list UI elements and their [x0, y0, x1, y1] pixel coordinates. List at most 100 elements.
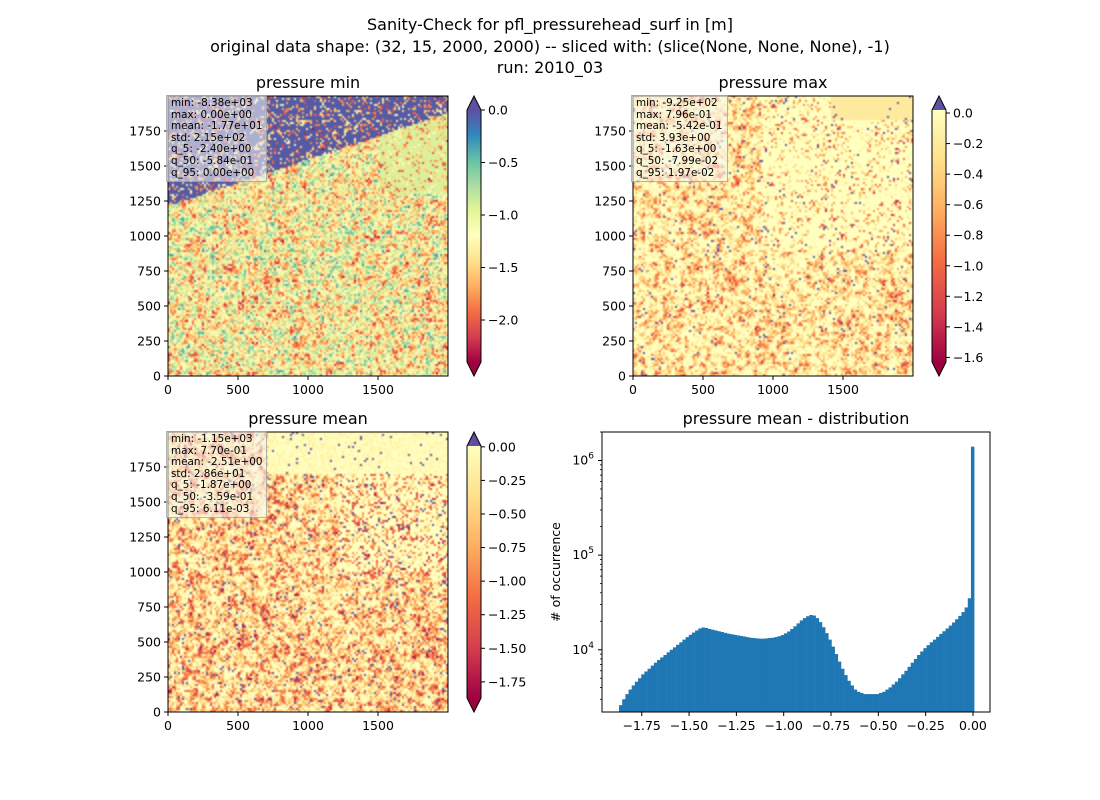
stat-mean: mean: -5.42e-01 — [636, 120, 723, 133]
figure-title-line-1: Sanity-Check for pfl_pressurehead_surf i… — [367, 15, 733, 34]
min-cbar-tick-label: −1.5 — [488, 260, 518, 275]
histogram-bar — [942, 631, 946, 712]
histogram-bar — [879, 692, 883, 712]
max-cbar-tick-label: −1.6 — [953, 350, 983, 365]
histogram-bar — [628, 689, 633, 712]
histogram-bar — [761, 638, 766, 712]
histogram-bar — [666, 652, 671, 712]
histogram-bar — [622, 699, 626, 712]
histogram-ylabel: # of occurrence — [548, 522, 563, 622]
histogram-bar — [777, 636, 782, 712]
histogram-bar — [885, 689, 889, 712]
histogram-bar — [653, 662, 658, 712]
histogram-bar — [894, 681, 899, 712]
histogram-bar — [752, 638, 756, 712]
stat-min: min: -9.25e+02 — [636, 97, 718, 109]
histogram-bar — [951, 622, 956, 712]
histogram-bar — [742, 636, 747, 712]
mean-map-ytick-label: 250 — [137, 670, 161, 685]
mean-cbar-tick-label: −0.75 — [488, 540, 526, 555]
stats-box-pressure-max: min: -9.25e+02 max: 7.96e-01 mean: -5.42… — [631, 95, 728, 183]
min-cbar-tick-label: 0.0 — [488, 103, 508, 118]
histogram-xtick-label: −1.50 — [670, 718, 708, 733]
max-map-ytick-label: 750 — [602, 264, 626, 279]
histogram-bar — [774, 637, 778, 712]
histogram-bar — [840, 668, 845, 712]
histogram-bar — [733, 634, 737, 712]
histogram-bar — [714, 630, 718, 712]
min-map-ytick-label: 500 — [137, 299, 161, 314]
histogram-bar — [768, 638, 772, 712]
histogram-bar — [828, 639, 832, 712]
mean-cbar-tick-label: −1.50 — [488, 641, 526, 656]
stat-mean: mean: -2.51e+00 — [171, 456, 263, 469]
histogram-bar — [755, 638, 759, 712]
stat-q50: q_50: -3.59e-01 — [171, 490, 254, 503]
histogram-bar — [856, 691, 861, 712]
mean-cbar-tick-label: −1.25 — [488, 607, 526, 622]
histogram-xtick-label: −1.25 — [717, 718, 755, 733]
histogram-bar — [869, 694, 873, 712]
stats-box-pressure-min: min: -8.38e+03 max: 0.00e+00 mean: -1.77… — [166, 95, 268, 183]
histogram-bar — [815, 618, 820, 712]
histogram-bar — [663, 655, 667, 712]
mean-cbar-tick-label: −1.75 — [488, 674, 526, 689]
min-map-ytick-label: 1000 — [129, 229, 161, 244]
histogram-bar — [679, 642, 683, 712]
histogram-bar — [834, 654, 839, 712]
histogram-bar — [929, 642, 934, 712]
max-map-xtick-label: 500 — [691, 382, 715, 397]
max-cbar-tick-label: −0.6 — [953, 197, 983, 212]
colorbar-pressure-max — [931, 94, 947, 378]
max-map-xtick-label: 1500 — [827, 382, 859, 397]
figure-title-line-2: original data shape: (32, 15, 2000, 2000… — [210, 37, 890, 56]
max-cbar-tick-label: −1.4 — [953, 319, 983, 334]
histogram-bar — [923, 648, 927, 712]
panel-title-pressure-max: pressure max — [718, 73, 828, 92]
histogram-bar — [945, 628, 950, 712]
mean-cbar-tick-label: −1.00 — [488, 574, 526, 589]
histogram-xtick-label: −0.50 — [859, 718, 897, 733]
histogram-bar — [825, 633, 829, 712]
max-map-xtick-label: 0 — [629, 382, 637, 397]
colorbar-extend-min — [467, 362, 481, 376]
max-cbar-tick-label: −0.4 — [953, 167, 983, 182]
histogram-bar — [698, 628, 702, 712]
histogram-xtick-label: −1.00 — [765, 718, 803, 733]
histogram-xtick-label: −0.25 — [906, 718, 944, 733]
colorbar-extend-min — [467, 698, 481, 712]
axis-ticks: 0 500 1000 1500 0 250 500 750 1000 1250 1500 1750 0 5… — [129, 103, 987, 734]
histogram-bar — [650, 665, 655, 712]
histogram-bar — [726, 633, 731, 712]
histogram-bar — [688, 634, 693, 712]
histogram-bar — [695, 630, 699, 712]
histogram-ytick-label: 106 — [572, 451, 594, 467]
figure-title-line-3: run: 2010_03 — [496, 58, 604, 77]
histogram-bar — [682, 639, 686, 712]
histogram-bar — [720, 632, 724, 712]
histogram-bar — [913, 658, 918, 712]
stat-min: min: -8.38e+03 — [171, 97, 253, 109]
max-map-ytick-label: 250 — [602, 334, 626, 349]
max-cbar-tick-label: −0.2 — [953, 136, 983, 151]
histogram-bar — [898, 678, 902, 712]
min-map-ytick-label: 1500 — [129, 159, 161, 174]
histogram-bar — [888, 687, 892, 712]
histogram-bar — [882, 691, 886, 712]
stat-q5: q_5: -2.40e+00 — [171, 143, 252, 156]
histogram-frame — [601, 431, 991, 713]
min-map-ytick-label: 250 — [137, 334, 161, 349]
histogram-bar — [907, 666, 912, 712]
mean-map-xtick-label: 500 — [226, 718, 250, 733]
max-cbar-tick-label: −0.8 — [953, 228, 983, 243]
colorbar-pressure-min — [466, 94, 482, 378]
histogram-bar — [710, 629, 715, 712]
panel-title-pressure-min: pressure min — [255, 73, 361, 92]
mean-cbar-tick-label: −0.25 — [488, 473, 526, 488]
histogram-bar — [970, 446, 975, 712]
stat-std: std: 3.93e+00 — [636, 131, 711, 144]
stat-std: std: 2.15e+02 — [171, 131, 246, 144]
histogram-bar — [955, 619, 959, 712]
histogram-bar — [812, 615, 816, 712]
max-map-ytick-label: 0 — [618, 369, 626, 384]
